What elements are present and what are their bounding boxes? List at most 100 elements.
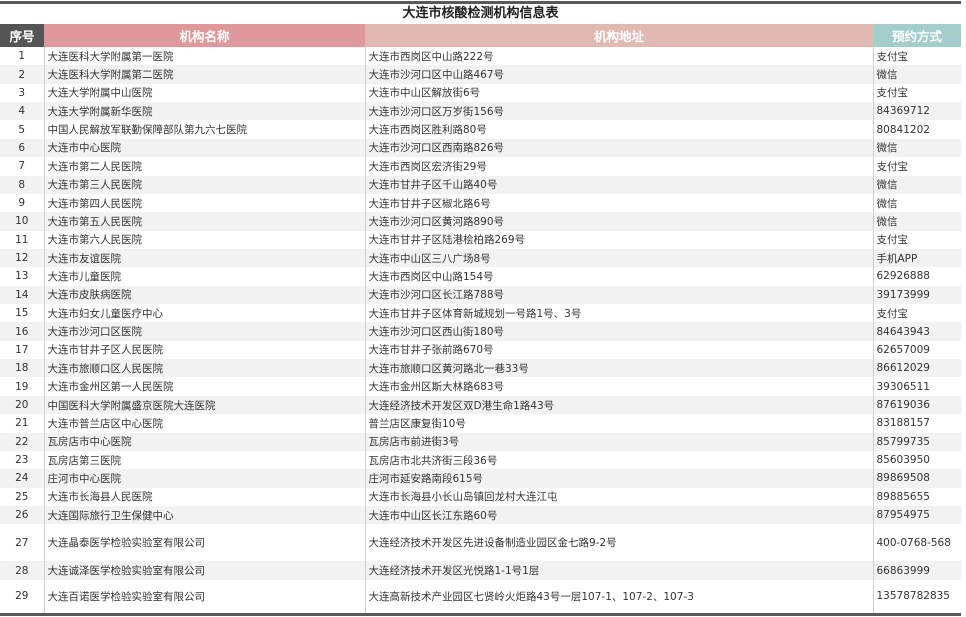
row-number: 17 — [15, 343, 29, 356]
booking-method: 80841202 — [872, 120, 961, 139]
table-row: 9 大连市第四人民医院 大连市甘井子区椒北路6号 微信 — [0, 193, 961, 213]
booking-method: 62926888 — [872, 267, 961, 286]
institution-name: 大连市儿童医院 — [43, 267, 365, 286]
institution-name: 大连市第六人民医院 — [43, 230, 365, 249]
institution-address: 大连市中山区长江东路60号 — [364, 505, 873, 525]
table-row: 27 大连晶泰医学检验实验室有限公司 大连经济技术开发区先进设备制造业园区金七路9-… — [0, 524, 961, 562]
table-row: 16 大连市沙河口区医院 大连市沙河口区西山街180号 84643943 — [0, 322, 961, 341]
institution-name: 大连市皮肤病医院 — [43, 285, 365, 305]
institution-name: 大连医科大学附属第一医院 — [43, 47, 365, 66]
row-number: 15 — [15, 307, 29, 320]
institution-address: 大连市沙河口区中山路467号 — [364, 65, 873, 84]
bottom-border — [0, 613, 961, 616]
institution-name: 大连医科大学附属第二医院 — [43, 65, 365, 84]
booking-method: 84369712 — [872, 102, 961, 121]
table-row: 8 大连市第三人民医院 大连市甘井子区千山路40号 微信 — [0, 175, 961, 194]
row-number: 4 — [0, 102, 44, 121]
booking-method: 89869508 — [872, 469, 961, 488]
table-row: 13 大连市儿童医院 大连市西岗区中山路154号 62926888 — [0, 267, 961, 286]
institution-address: 大连市旅顺口区黄河路北一巷33号 — [364, 359, 873, 378]
booking-method: 87954975 — [872, 505, 961, 525]
institution-address: 大连市甘井子区千山路40号 — [364, 175, 873, 194]
booking-method: 支付宝 — [872, 47, 961, 66]
institution-address: 瓦房店市北共济街三段36号 — [364, 450, 873, 470]
institution-address: 大连市西岗区中山路222号 — [364, 47, 873, 66]
row-number: 3 — [18, 86, 26, 99]
institution-address: 大连市沙河口区万岁街156号 — [364, 102, 873, 121]
institution-name: 大连市沙河口区医院 — [43, 322, 365, 341]
booking-method: 84643943 — [872, 322, 961, 341]
booking-method: 39173999 — [872, 285, 961, 305]
table-title: 大连市核酸检测机构信息表 — [402, 6, 559, 21]
table-row: 12 大连市友谊医院 大连市中山区三八广场8号 手机APP — [0, 248, 961, 268]
institution-address: 大连市西岗区中山路154号 — [364, 267, 873, 286]
table-row: 7 大连市第二人民医院 大连市西岗区宏济街29号 支付宝 — [0, 157, 961, 176]
institution-address: 大连市西岗区宏济街29号 — [364, 157, 873, 176]
institution-name: 庄河市中心医院 — [43, 469, 365, 488]
row-number: 6 — [0, 138, 44, 158]
header-method: 预约方式 — [873, 24, 961, 47]
institution-name: 大连国际旅行卫生保健中心 — [43, 505, 365, 525]
table-row: 21 大连市普兰店区中心医院 普兰店区康复街10号 83188157 — [0, 414, 961, 433]
institution-name: 大连百诺医学检验实验室有限公司 — [43, 579, 365, 613]
booking-method: 85603950 — [872, 450, 961, 470]
table-row: 25 大连市长海县人民医院 大连市长海县小长山岛镇回龙村大连江屯 89885655 — [0, 487, 961, 506]
row-number: 25 — [15, 490, 29, 503]
institution-address: 大连市甘井子区椒北路6号 — [364, 193, 873, 213]
institution-address: 瓦房店市前进街3号 — [364, 432, 873, 451]
table-row: 14 大连市皮肤病医院 大连市沙河口区长江路788号 39173999 — [0, 285, 961, 305]
table-row: 22 瓦房店市中心医院 瓦房店市前进街3号 85799735 — [0, 432, 961, 451]
table-row: 18 大连市旅顺口区人民医院 大连市旅顺口区黄河路北一巷33号 86612029 — [0, 359, 961, 378]
booking-method: 支付宝 — [872, 230, 961, 249]
row-number: 11 — [15, 233, 29, 246]
institution-address: 大连市沙河口区长江路788号 — [364, 285, 873, 305]
institution-address: 大连市甘井子张前路670号 — [364, 340, 873, 360]
table-row: 6 大连市中心医院 大连市沙河口区西南路826号 微信 — [0, 138, 961, 158]
table-row: 10 大连市第五人民医院 大连市沙河口区黄河路890号 微信 — [0, 212, 961, 231]
booking-method: 微信 — [872, 212, 961, 231]
booking-method: 支付宝 — [872, 304, 961, 323]
table-row: 3 大连大学附属中山医院 大连市中山区解放街6号 支付宝 — [0, 83, 961, 103]
booking-method: 微信 — [872, 175, 961, 194]
institution-address: 大连市长海县小长山岛镇回龙村大连江屯 — [364, 487, 873, 506]
row-number: 12 — [0, 248, 44, 268]
table-row: 26 大连国际旅行卫生保健中心 大连市中山区长江东路60号 87954975 — [0, 505, 961, 525]
institution-name: 中国人民解放军联勤保障部队第九六七医院 — [43, 120, 365, 139]
institution-name: 瓦房店市中心医院 — [43, 432, 365, 451]
booking-method: 微信 — [872, 65, 961, 84]
row-number: 21 — [15, 417, 29, 430]
booking-method: 支付宝 — [872, 157, 961, 176]
row-number: 22 — [0, 432, 44, 451]
table-row: 29 大连百诺医学检验实验室有限公司 大连高新技术产业园区七贤岭火炬路43号一层10… — [0, 579, 961, 613]
booking-method: 13578782835 — [872, 579, 961, 613]
table-row: 1 大连医科大学附属第一医院 大连市西岗区中山路222号 支付宝 — [0, 47, 961, 66]
institution-name: 大连诚泽医学检验实验室有限公司 — [43, 561, 365, 580]
table-row: 11 大连市第六人民医院 大连市甘井子区陆港桧柏路269号 支付宝 — [0, 230, 961, 249]
row-number: 28 — [0, 561, 44, 580]
institution-address: 大连市中山区三八广场8号 — [364, 248, 873, 268]
table-row: 28 大连诚泽医学检验实验室有限公司 大连经济技术开发区光悦路1-1号1层 66863… — [0, 561, 961, 580]
institution-address: 大连市中山区解放街6号 — [364, 83, 873, 103]
row-number: 5 — [18, 123, 26, 136]
row-number: 26 — [0, 505, 44, 525]
institution-name: 大连市普兰店区中心医院 — [43, 414, 365, 433]
table-row: 24 庄河市中心医院 庄河市延安路南段615号 89869508 — [0, 469, 961, 488]
row-number: 20 — [0, 395, 44, 415]
row-number: 27 — [15, 536, 29, 549]
institution-name: 大连晶泰医学检验实验室有限公司 — [43, 524, 365, 562]
row-number: 23 — [15, 454, 29, 467]
institution-address: 大连市西岗区胜利路80号 — [364, 120, 873, 139]
institution-address: 大连经济技术开发区双D港生命1路43号 — [364, 395, 873, 415]
table-row: 4 大连大学附属新华医院 大连市沙河口区万岁街156号 84369712 — [0, 102, 961, 121]
institution-name: 大连市金州区第一人民医院 — [43, 377, 365, 396]
institution-name: 瓦房店第三医院 — [43, 450, 365, 470]
table-row: 2 大连医科大学附属第二医院 大连市沙河口区中山路467号 微信 — [0, 65, 961, 84]
table-row: 19 大连市金州区第一人民医院 大连市金州区斯大林路683号 39306511 — [0, 377, 961, 396]
booking-method: 400-0768-568 — [872, 524, 961, 562]
institution-name: 大连市第四人民医院 — [43, 193, 365, 213]
booking-method: 83188157 — [872, 414, 961, 433]
institution-name: 大连大学附属中山医院 — [43, 83, 365, 103]
institution-name: 大连市第二人民医院 — [43, 157, 365, 176]
row-number: 7 — [18, 160, 26, 173]
